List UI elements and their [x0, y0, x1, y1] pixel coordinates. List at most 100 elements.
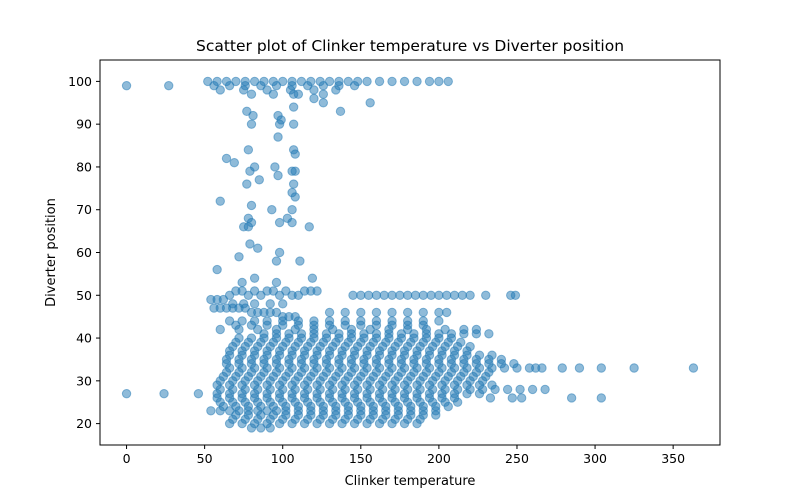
- data-point: [434, 307, 444, 318]
- data-point: [206, 406, 216, 416]
- data-point: [221, 153, 232, 164]
- data-point: [379, 290, 389, 300]
- data-point: [374, 76, 385, 87]
- data-point: [229, 157, 240, 168]
- data-point: [356, 307, 366, 318]
- data-point: [318, 98, 329, 108]
- x-axis: 0 50 100 150 200 250 300 350: [123, 445, 685, 466]
- x-tick-label: 0: [123, 451, 131, 466]
- data-point: [374, 418, 385, 429]
- data-point: [418, 307, 428, 318]
- data-point: [566, 393, 577, 403]
- data-point: [527, 384, 538, 395]
- data-point: [490, 384, 500, 395]
- data-point: [245, 239, 255, 249]
- x-tick-label: 100: [271, 451, 295, 466]
- data-point: [238, 85, 249, 95]
- y-tick-label: 30: [76, 373, 92, 388]
- data-point: [245, 166, 255, 176]
- data-point: [412, 418, 422, 429]
- data-point: [516, 393, 527, 403]
- data-point: [399, 76, 410, 87]
- data-point: [402, 307, 413, 318]
- data-point: [242, 179, 252, 189]
- data-point: [290, 149, 300, 159]
- data-point: [246, 200, 257, 211]
- data-point: [224, 418, 235, 429]
- data-point: [312, 418, 322, 429]
- data-point: [159, 388, 169, 399]
- data-point: [443, 401, 453, 412]
- data-point: [457, 290, 468, 300]
- y-tick-label: 60: [76, 245, 92, 260]
- data-point: [274, 418, 285, 429]
- data-point: [387, 307, 397, 318]
- data-point: [249, 299, 260, 309]
- data-point: [121, 388, 132, 399]
- x-tick-label: 300: [583, 451, 607, 466]
- data-point: [271, 256, 282, 266]
- data-point: [442, 290, 452, 300]
- data-point: [434, 76, 444, 87]
- data-point: [164, 80, 174, 91]
- data-point: [459, 329, 469, 339]
- data-point: [265, 423, 275, 433]
- data-points: [121, 76, 699, 433]
- data-point: [356, 320, 366, 330]
- y-tick-label: 70: [76, 202, 92, 217]
- data-point: [215, 85, 225, 95]
- data-point: [424, 76, 435, 87]
- data-point: [402, 290, 413, 300]
- data-point: [243, 222, 254, 232]
- data-point: [387, 76, 397, 87]
- data-point: [431, 410, 441, 420]
- data-point: [309, 93, 319, 104]
- data-point: [596, 393, 607, 403]
- data-point: [312, 286, 322, 296]
- data-point: [215, 324, 225, 335]
- data-point: [418, 290, 428, 300]
- data-point: [688, 363, 699, 373]
- data-point: [465, 290, 475, 300]
- data-point: [215, 406, 225, 416]
- data-point: [410, 290, 421, 300]
- data-point: [442, 307, 452, 318]
- data-point: [540, 384, 550, 395]
- data-point: [387, 418, 397, 429]
- data-point: [295, 256, 305, 266]
- data-point: [254, 175, 264, 185]
- data-point: [215, 196, 225, 206]
- data-point: [363, 290, 374, 300]
- data-point: [246, 119, 257, 129]
- data-point: [629, 363, 639, 373]
- data-point: [265, 299, 275, 309]
- data-point: [248, 110, 258, 121]
- data-point: [449, 290, 460, 300]
- data-point: [362, 418, 372, 429]
- data-point: [434, 290, 444, 300]
- y-axis: 20 30 40 50 60 70 80 90 100: [68, 74, 100, 431]
- data-point: [271, 80, 282, 91]
- data-point: [273, 170, 283, 181]
- data-point: [395, 290, 405, 300]
- data-point: [362, 76, 372, 87]
- data-point: [274, 247, 285, 258]
- data-point: [324, 307, 335, 318]
- data-point: [426, 290, 436, 300]
- y-tick-label: 80: [76, 159, 92, 174]
- x-tick-label: 200: [427, 451, 451, 466]
- data-point: [273, 132, 283, 142]
- data-point: [309, 85, 319, 95]
- data-point: [371, 307, 382, 318]
- data-point: [287, 166, 297, 176]
- data-point: [596, 363, 607, 373]
- y-tick-label: 40: [76, 331, 92, 346]
- data-point: [270, 162, 280, 172]
- data-point: [515, 384, 525, 395]
- data-point: [290, 192, 300, 202]
- data-point: [246, 89, 257, 99]
- data-point: [537, 363, 547, 373]
- data-point: [249, 273, 260, 283]
- x-tick-label: 150: [349, 451, 373, 466]
